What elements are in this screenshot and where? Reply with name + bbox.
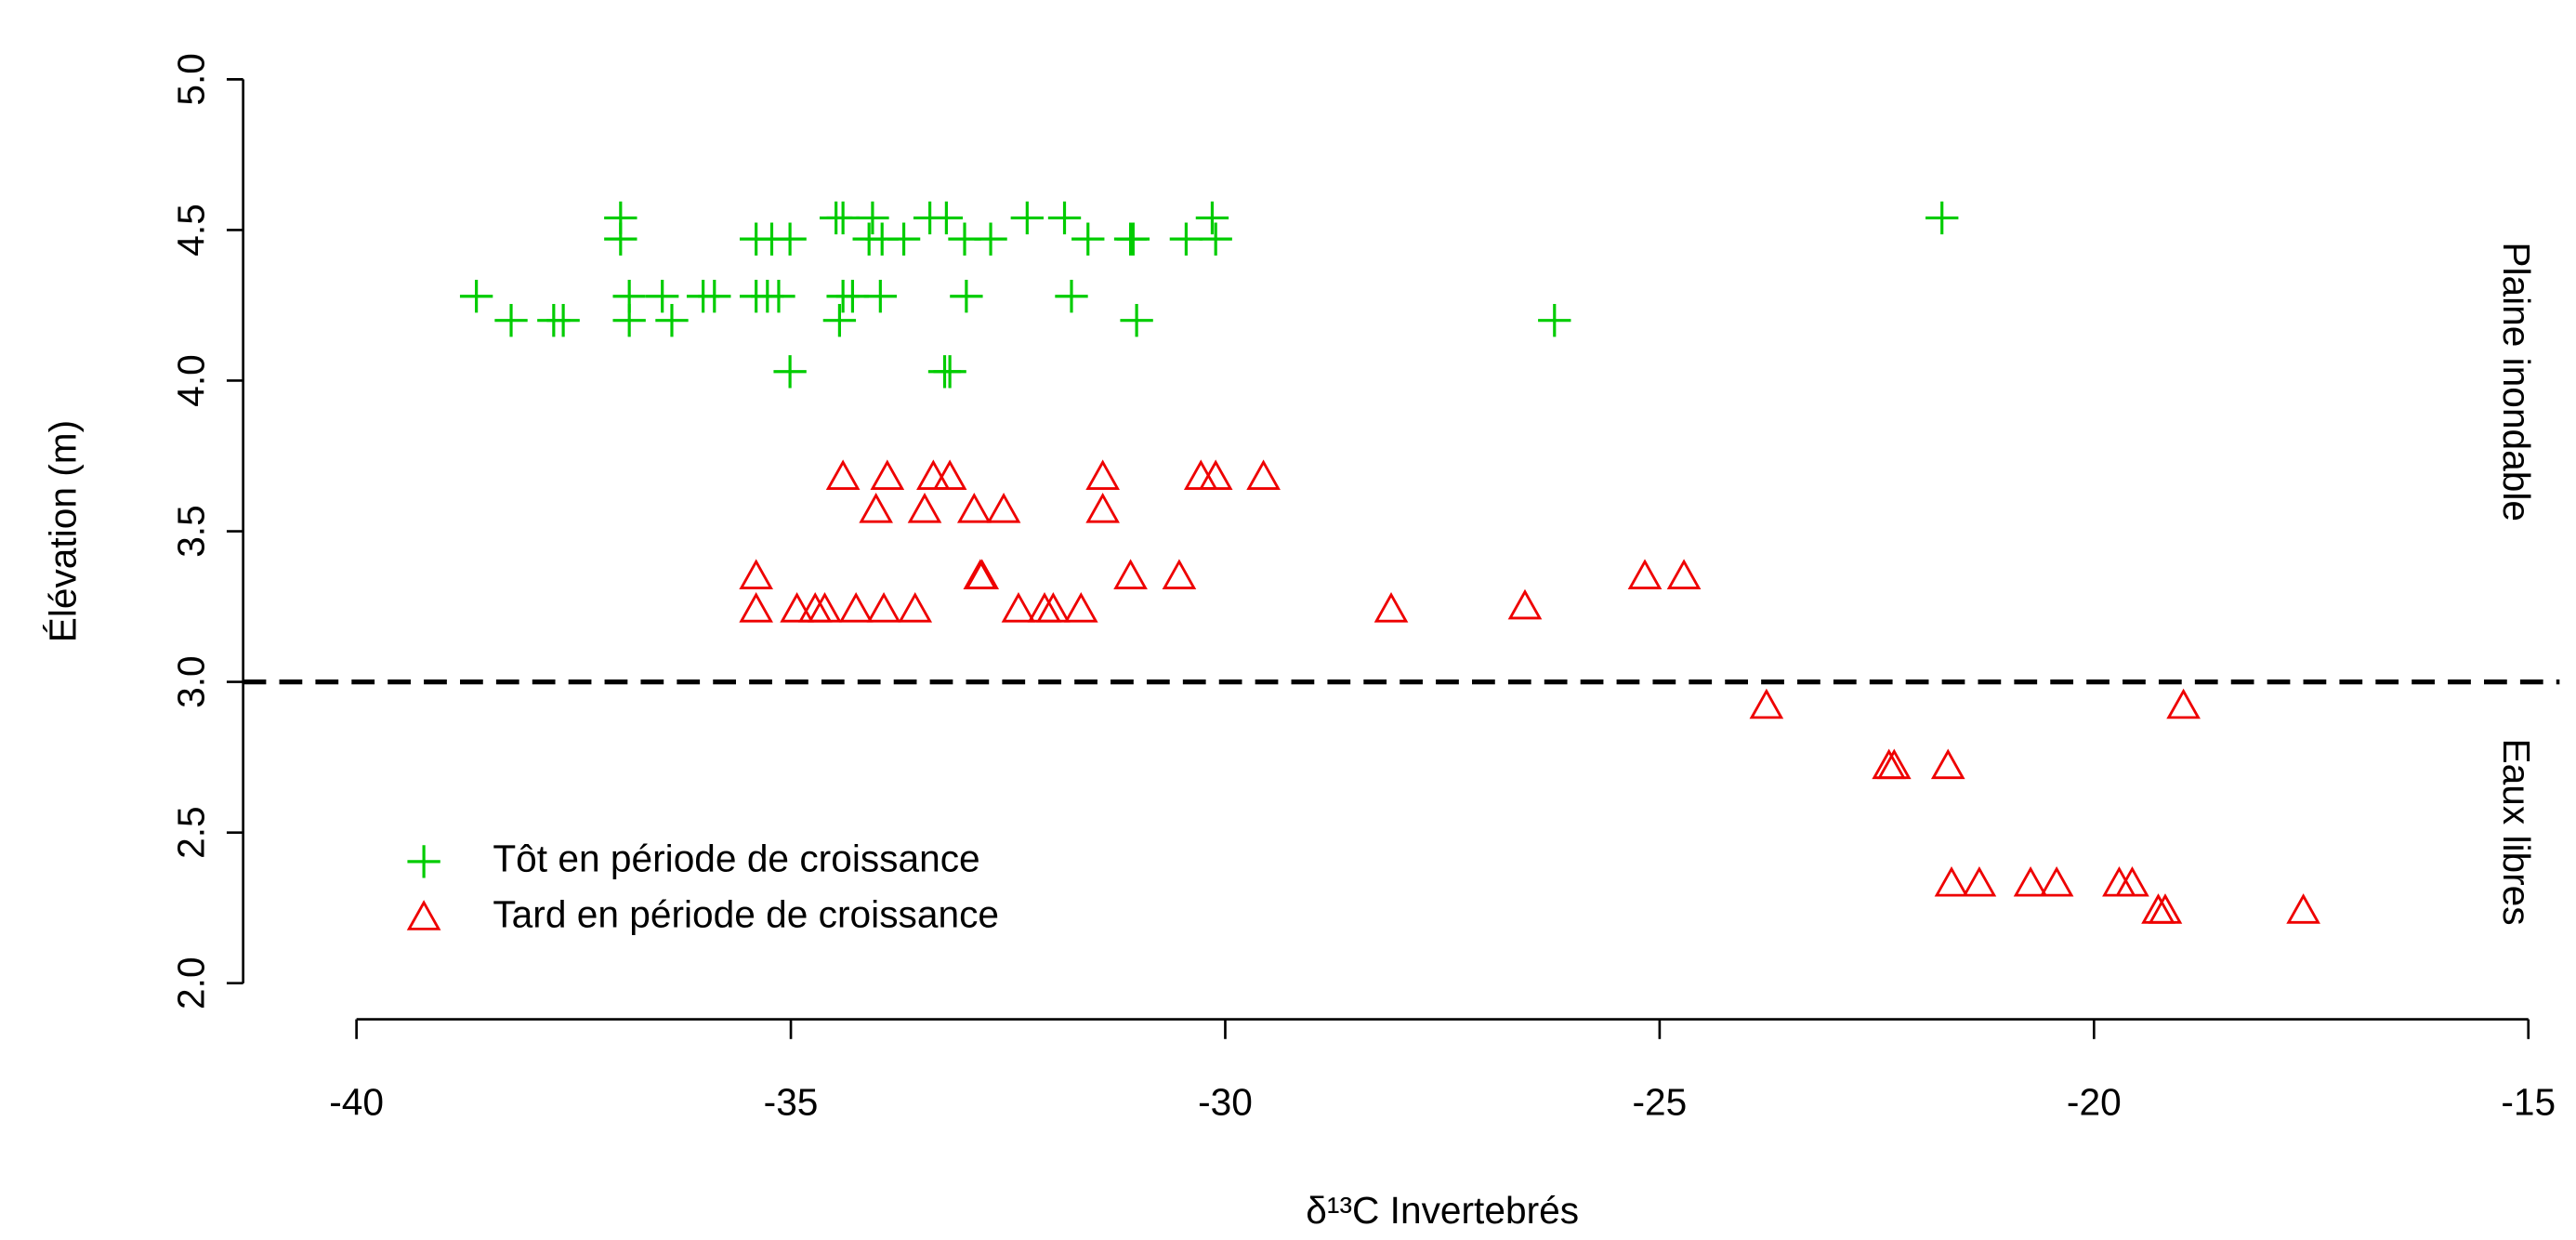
point <box>1063 592 1098 623</box>
point <box>916 459 951 490</box>
y-axis-label: Élévation (m) <box>41 420 84 642</box>
point <box>1876 748 1912 780</box>
point <box>1055 280 1088 313</box>
point <box>866 592 901 623</box>
point <box>739 592 773 623</box>
point <box>863 280 898 313</box>
point <box>1934 865 1969 897</box>
point <box>773 355 807 389</box>
point <box>2286 893 2320 924</box>
point <box>986 493 1021 523</box>
x-tick-label: -20 <box>2067 1080 2122 1123</box>
y-tick-label: 2.5 <box>169 806 212 859</box>
x-tick-label: -40 <box>329 1080 384 1123</box>
point <box>1198 459 1233 490</box>
legend-label: Tôt en période de croissance <box>493 838 979 880</box>
point <box>1246 459 1281 490</box>
point <box>1749 688 1784 719</box>
point <box>1962 865 1997 897</box>
point <box>933 355 966 389</box>
x-tick-label: -15 <box>2501 1080 2556 1123</box>
point <box>838 592 874 623</box>
point <box>2039 865 2074 897</box>
point <box>887 222 921 256</box>
point <box>974 222 1007 256</box>
annotation: Plaine inondable <box>2495 242 2538 521</box>
point <box>1925 201 1959 235</box>
y-tick-label: 4.0 <box>169 354 212 407</box>
point <box>859 493 893 523</box>
point <box>604 222 637 256</box>
point <box>494 303 528 337</box>
point <box>646 280 679 313</box>
point <box>1538 303 1571 337</box>
point <box>773 222 807 256</box>
legend-marker <box>407 845 440 878</box>
point <box>822 303 857 337</box>
point <box>856 201 889 235</box>
point <box>1071 222 1105 256</box>
point <box>1195 201 1229 235</box>
point <box>612 303 646 337</box>
x-tick-label: -30 <box>1198 1080 1253 1123</box>
point <box>1085 493 1120 523</box>
point <box>698 280 731 313</box>
y-tick-label: 2.0 <box>169 956 212 1009</box>
point <box>870 459 905 490</box>
point <box>546 303 580 337</box>
point <box>1930 748 1965 780</box>
point <box>950 280 983 313</box>
point <box>1085 459 1120 490</box>
point <box>1113 559 1148 589</box>
point <box>1627 559 1663 589</box>
point <box>1507 588 1543 620</box>
point <box>956 493 992 523</box>
x-tick-label: -25 <box>1633 1080 1688 1123</box>
point <box>1001 592 1036 623</box>
x-tick-label: -35 <box>764 1080 819 1123</box>
point <box>929 201 964 235</box>
point <box>825 459 861 490</box>
y-tick-label: 4.5 <box>169 204 212 257</box>
point <box>739 559 773 589</box>
point <box>826 201 860 235</box>
legend-label: Tard en période de croissance <box>493 893 999 936</box>
point <box>1162 559 1197 589</box>
point <box>762 280 795 313</box>
point <box>1047 201 1082 235</box>
point <box>1116 222 1150 256</box>
point <box>1120 303 1153 337</box>
y-tick-label: 3.5 <box>169 505 212 558</box>
point <box>808 592 842 623</box>
legend-marker <box>406 900 441 930</box>
point <box>907 493 942 523</box>
point <box>1036 592 1071 623</box>
point <box>1666 559 1702 589</box>
y-tick-label: 5.0 <box>169 53 212 106</box>
point <box>932 459 967 490</box>
point <box>1199 222 1232 256</box>
point <box>2013 865 2048 897</box>
annotation: Eaux libres <box>2495 738 2538 925</box>
x-axis-label: δ¹³C Invertebrés <box>1306 1189 1579 1232</box>
point <box>1373 592 1409 623</box>
point <box>1010 201 1045 235</box>
point <box>835 280 870 313</box>
point <box>459 280 493 313</box>
point <box>780 592 814 623</box>
point <box>898 592 933 623</box>
point <box>2148 893 2183 924</box>
point <box>655 303 689 337</box>
point <box>2115 865 2149 897</box>
point <box>965 559 1000 589</box>
point <box>1169 222 1203 256</box>
y-tick-label: 3.0 <box>169 655 212 708</box>
point <box>2166 688 2201 719</box>
